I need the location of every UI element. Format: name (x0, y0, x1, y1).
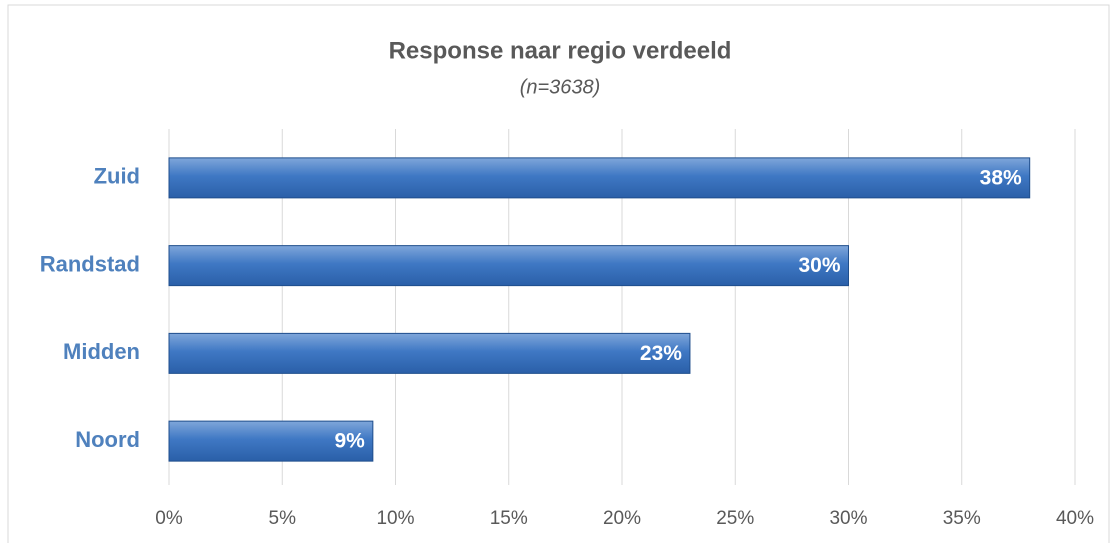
x-tick-label: 35% (943, 508, 981, 529)
value-label: 9% (334, 430, 365, 453)
x-tick-label: 25% (716, 508, 754, 529)
value-label: 30% (798, 254, 840, 277)
x-tick-label: 5% (269, 508, 297, 529)
x-tick-label: 15% (490, 508, 528, 529)
x-tick-label: 10% (376, 508, 414, 529)
y-tick-label: Zuid (94, 164, 140, 189)
x-tick-label: 40% (1056, 508, 1094, 529)
bar (168, 420, 374, 462)
chart-subtitle: (n=3638) (520, 76, 601, 98)
value-label: 23% (640, 342, 682, 365)
x-tick-label: 20% (603, 508, 641, 529)
bar (168, 245, 849, 287)
chart-title: Response naar regio verdeeld (389, 37, 732, 64)
y-tick-label: Randstad (40, 251, 140, 276)
x-tick-label: 0% (155, 508, 183, 529)
value-label: 38% (980, 166, 1022, 189)
y-tick-label: Noord (75, 427, 140, 452)
bar (168, 332, 691, 374)
y-tick-label: Midden (63, 339, 140, 364)
x-tick-label: 30% (829, 508, 867, 529)
bar (168, 157, 1031, 199)
